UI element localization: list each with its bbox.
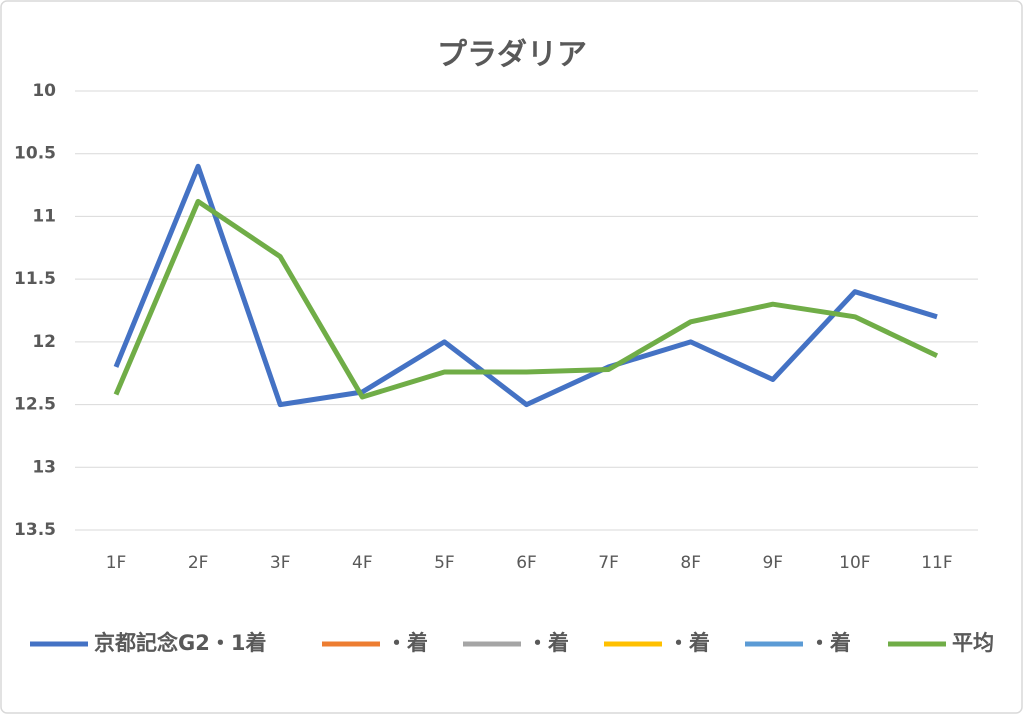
y-tick-label: 13.5: [14, 520, 56, 540]
legend-label: ・着: [527, 631, 569, 655]
legend-label: ・着: [668, 631, 710, 655]
x-tick-label: 10F: [839, 553, 870, 573]
x-tick-label: 1F: [106, 553, 127, 573]
x-tick-label: 2F: [188, 553, 209, 573]
x-tick-label: 11F: [921, 553, 952, 573]
legend-label: ・着: [386, 631, 428, 655]
x-tick-label: 8F: [680, 553, 701, 573]
x-tick-label: 9F: [762, 553, 783, 573]
legend-label: ・着: [809, 631, 851, 655]
x-tick-label: 6F: [516, 553, 537, 573]
x-tick-label: 3F: [270, 553, 291, 573]
legend-label: 平均: [952, 631, 994, 655]
y-tick-label: 10.5: [14, 144, 56, 164]
data-line: [113, 163, 938, 408]
legend-label: 京都記念G2・1着: [94, 631, 266, 655]
x-tick-label: 7F: [598, 553, 619, 573]
x-tick-label: 5F: [434, 553, 455, 573]
y-tick-label: 11.5: [14, 269, 56, 289]
y-tick-label: 13: [32, 457, 56, 477]
y-tick-label: 10: [32, 81, 56, 101]
data-line: [113, 198, 939, 400]
x-tick-label: 4F: [352, 553, 373, 573]
y-tick-label: 12: [32, 332, 56, 352]
chart-title: プラダリア: [437, 38, 587, 73]
y-tick-label: 12.5: [14, 395, 56, 415]
y-tick-label: 11: [32, 206, 56, 226]
